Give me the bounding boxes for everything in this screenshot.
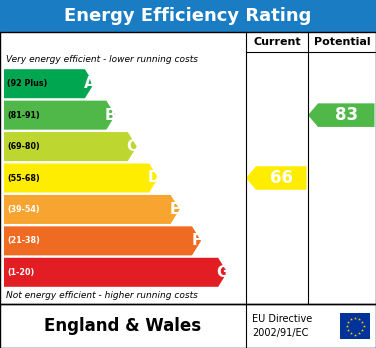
Text: Energy Efficiency Rating: Energy Efficiency Rating	[64, 7, 312, 25]
Text: 66: 66	[270, 169, 293, 187]
Text: Current: Current	[253, 37, 301, 47]
Bar	[340, 313, 370, 339]
Text: (21-38): (21-38)	[7, 236, 40, 245]
Polygon shape	[4, 258, 227, 287]
Text: A: A	[83, 76, 95, 91]
Polygon shape	[4, 226, 201, 255]
Text: E: E	[170, 202, 180, 217]
Text: Potential: Potential	[314, 37, 370, 47]
Text: Very energy efficient - lower running costs: Very energy efficient - lower running co…	[6, 55, 198, 64]
Text: England & Wales: England & Wales	[44, 317, 202, 335]
Polygon shape	[4, 69, 94, 98]
Polygon shape	[308, 103, 374, 127]
Text: (55-68): (55-68)	[7, 174, 40, 182]
Text: (69-80): (69-80)	[7, 142, 40, 151]
Polygon shape	[4, 132, 137, 161]
Bar	[0, 32, 376, 304]
Text: (92 Plus): (92 Plus)	[7, 79, 47, 88]
Polygon shape	[4, 164, 158, 192]
Text: 83: 83	[335, 106, 358, 124]
Bar	[0, 304, 376, 348]
Polygon shape	[4, 101, 115, 130]
Text: F: F	[191, 234, 202, 248]
Polygon shape	[4, 195, 180, 224]
Text: (81-91): (81-91)	[7, 111, 40, 120]
Bar	[0, 0, 376, 32]
Text: (1-20): (1-20)	[7, 268, 34, 277]
Text: C: C	[127, 139, 138, 154]
Text: (39-54): (39-54)	[7, 205, 39, 214]
Polygon shape	[246, 166, 306, 190]
Text: EU Directive
2002/91/EC: EU Directive 2002/91/EC	[252, 314, 312, 338]
Text: G: G	[217, 265, 229, 280]
Text: Not energy efficient - higher running costs: Not energy efficient - higher running co…	[6, 292, 198, 301]
Text: B: B	[105, 108, 117, 122]
Text: D: D	[147, 171, 160, 185]
